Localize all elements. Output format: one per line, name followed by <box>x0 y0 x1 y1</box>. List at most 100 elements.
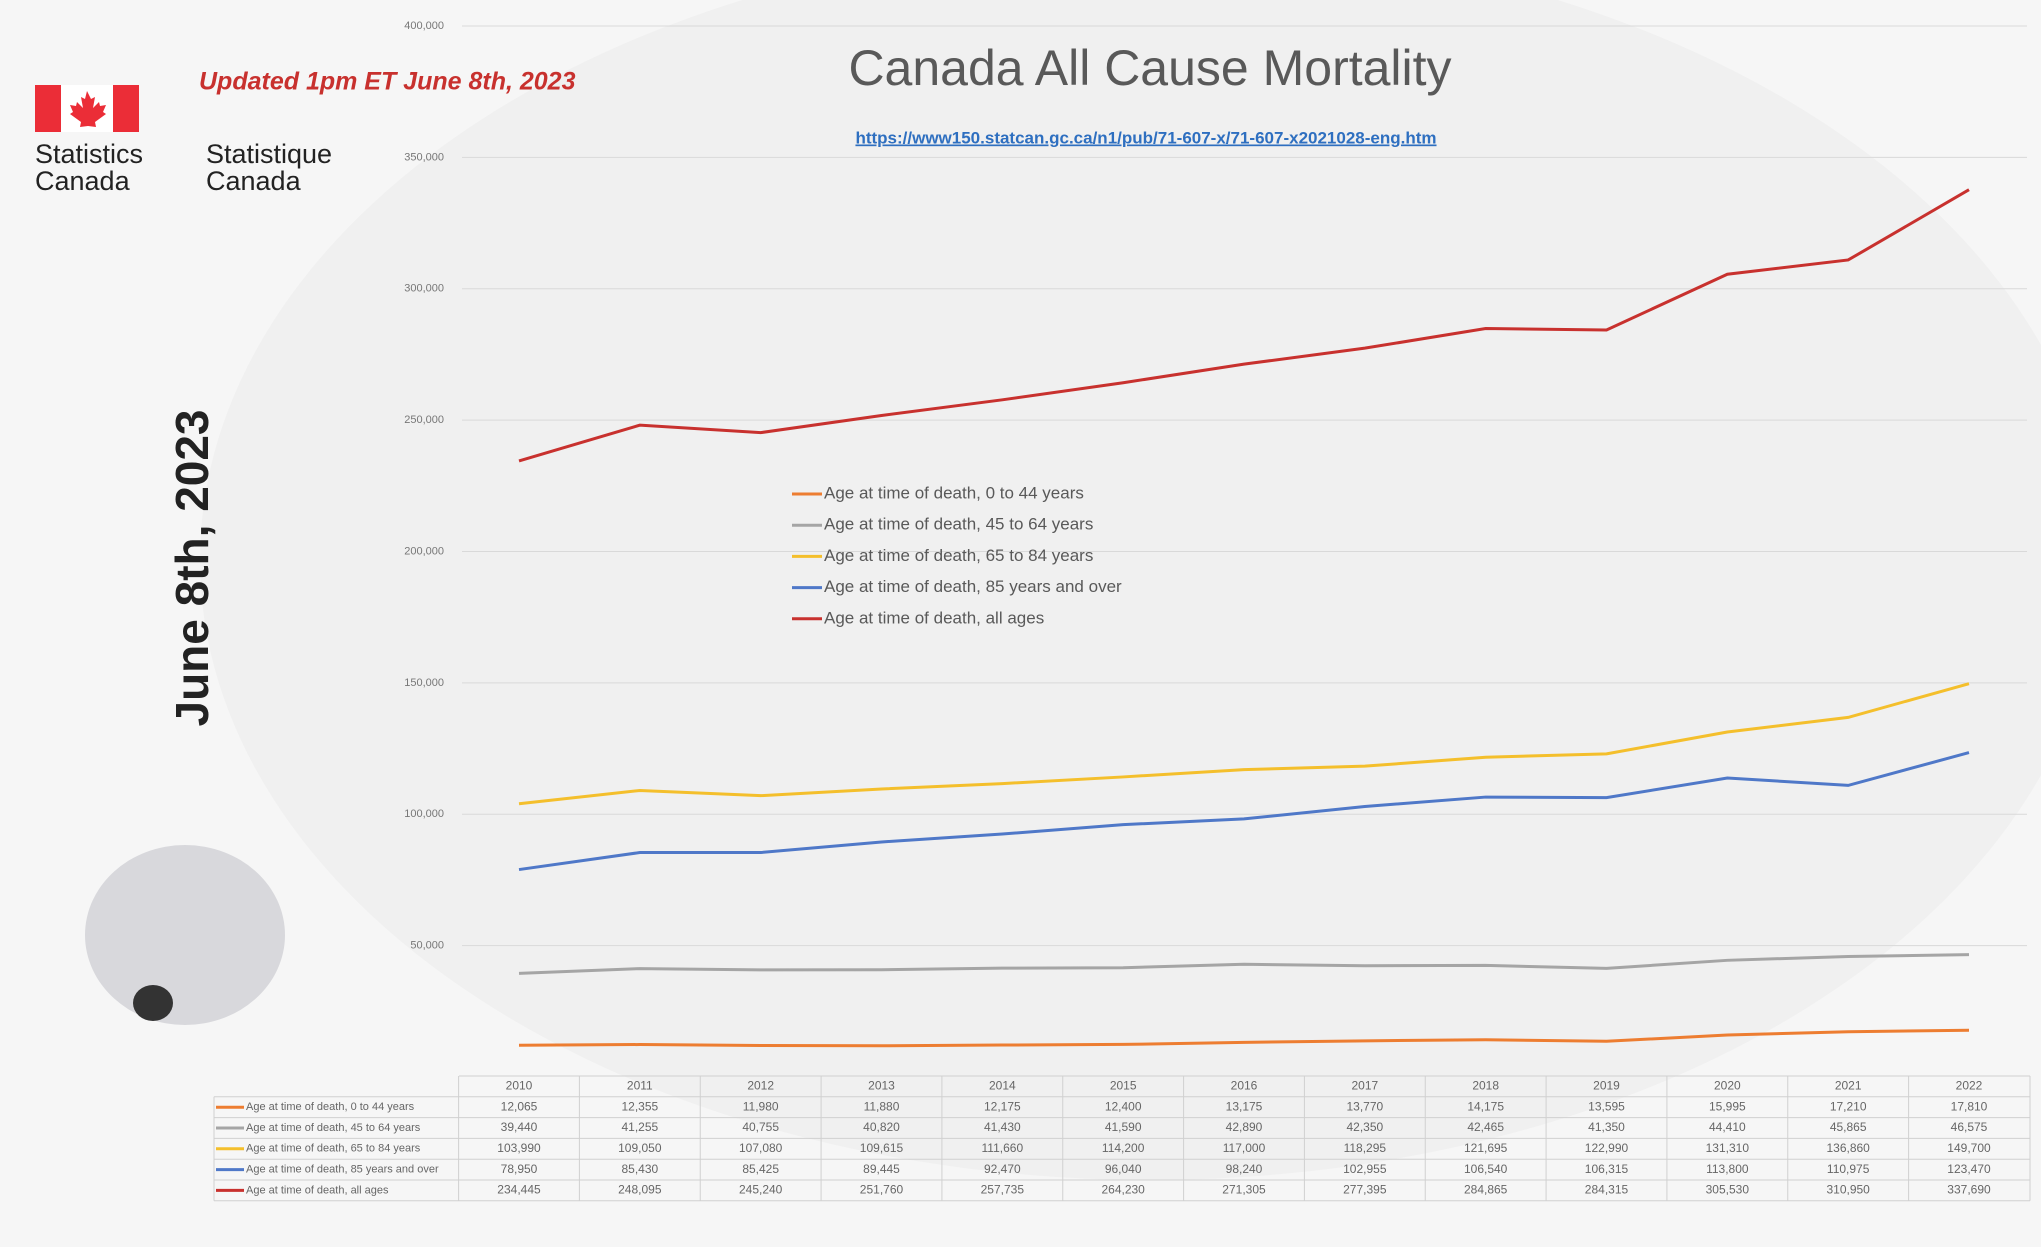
table-cell: 117,000 <box>1223 1141 1266 1155</box>
table-cell: 103,990 <box>497 1141 541 1155</box>
logo-text: Statistics <box>35 139 143 169</box>
table-cell: 11,880 <box>864 1099 900 1113</box>
logo-text: Canada <box>206 166 302 196</box>
table-cell: 39,440 <box>501 1120 538 1134</box>
table-cell: 271,305 <box>1222 1183 1266 1197</box>
table-cell: 107,080 <box>739 1141 783 1155</box>
table-cell: 96,040 <box>1105 1162 1142 1176</box>
update-note: Updated 1pm ET June 8th, 2023 <box>199 68 576 96</box>
table-cell: 277,395 <box>1343 1183 1387 1197</box>
table-cell: 85,430 <box>621 1162 658 1176</box>
legend-label: Age at time of death, 65 to 84 years <box>824 546 1093 565</box>
table-header: 2020 <box>1714 1079 1741 1093</box>
y-tick-label: 200,000 <box>404 545 444 557</box>
table-row-label: Age at time of death, 65 to 84 years <box>246 1143 421 1155</box>
table-cell: 46,575 <box>1951 1120 1988 1134</box>
table-cell: 111,660 <box>982 1141 1024 1155</box>
source-link[interactable]: https://www150.statcan.gc.ca/n1/pub/71-6… <box>855 128 1436 147</box>
table-cell: 118,295 <box>1344 1141 1387 1155</box>
table-cell: 310,950 <box>1826 1183 1870 1197</box>
table-cell: 305,530 <box>1706 1183 1750 1197</box>
legend-label: Age at time of death, 85 years and over <box>824 577 1122 596</box>
legend-label: Age at time of death, all ages <box>824 608 1044 627</box>
table-cell: 85,425 <box>742 1162 779 1176</box>
table-cell: 234,445 <box>497 1183 541 1197</box>
table-cell: 121,695 <box>1464 1141 1508 1155</box>
table-row-label: Age at time of death, 45 to 64 years <box>246 1122 421 1134</box>
table-cell: 41,255 <box>621 1120 658 1134</box>
table-header: 2019 <box>1593 1079 1620 1093</box>
table-cell: 123,470 <box>1947 1162 1991 1176</box>
y-tick-label: 250,000 <box>404 414 444 426</box>
table-header: 2010 <box>506 1079 533 1093</box>
table-cell: 14,175 <box>1467 1099 1504 1113</box>
table-row-label: Age at time of death, 85 years and over <box>246 1164 439 1176</box>
table-cell: 12,355 <box>621 1099 658 1113</box>
table-cell: 122,990 <box>1585 1141 1629 1155</box>
table-cell: 106,315 <box>1585 1162 1629 1176</box>
table-header: 2012 <box>747 1079 774 1093</box>
table-cell: 149,700 <box>1947 1141 1991 1155</box>
table-header: 2014 <box>989 1079 1016 1093</box>
y-tick-label: 150,000 <box>404 677 444 689</box>
table-cell: 113,800 <box>1706 1162 1749 1176</box>
table-cell: 110,975 <box>1827 1162 1870 1176</box>
table-cell: 41,430 <box>984 1120 1021 1134</box>
table-cell: 41,590 <box>1105 1120 1142 1134</box>
table-cell: 114,200 <box>1102 1141 1145 1155</box>
table-cell: 12,065 <box>501 1099 538 1113</box>
logo-text: Canada <box>35 166 131 196</box>
table-header: 2016 <box>1231 1079 1258 1093</box>
table-cell: 284,315 <box>1585 1183 1629 1197</box>
table-row-label: Age at time of death, 0 to 44 years <box>246 1101 415 1113</box>
table-cell: 40,820 <box>863 1120 900 1134</box>
table-cell: 284,865 <box>1464 1183 1508 1197</box>
legend-label: Age at time of death, 45 to 64 years <box>824 515 1093 534</box>
table-cell: 337,690 <box>1947 1183 1991 1197</box>
logo-text: Statistique <box>206 139 332 169</box>
table-cell: 17,210 <box>1830 1099 1867 1113</box>
table-header: 2022 <box>1956 1079 1983 1093</box>
table-cell: 13,595 <box>1588 1099 1625 1113</box>
table-cell: 42,465 <box>1467 1120 1504 1134</box>
page: Statistics Canada Statistique Canada Upd… <box>0 0 2041 1247</box>
table-cell: 40,755 <box>742 1120 779 1134</box>
table-cell: 98,240 <box>1226 1162 1263 1176</box>
table-cell: 264,230 <box>1101 1183 1145 1197</box>
y-tick-label: 50,000 <box>410 940 444 952</box>
table-cell: 15,995 <box>1709 1099 1746 1113</box>
wolf-sketch <box>85 845 285 1025</box>
y-tick-label: 350,000 <box>404 151 444 163</box>
legend-label: Age at time of death, 0 to 44 years <box>824 483 1084 502</box>
date-label: June 8th, 2023 <box>166 409 218 726</box>
chart-title: Canada All Cause Mortality <box>848 40 1451 96</box>
table-cell: 45,865 <box>1830 1120 1867 1134</box>
chart: Statistics Canada Statistique Canada Upd… <box>0 0 2041 1247</box>
table-cell: 102,955 <box>1343 1162 1387 1176</box>
table-cell: 248,095 <box>618 1183 662 1197</box>
canada-flag <box>35 85 139 132</box>
table-cell: 251,760 <box>860 1183 904 1197</box>
table-cell: 17,810 <box>1951 1099 1988 1113</box>
table-cell: 11,980 <box>743 1099 779 1113</box>
table-cell: 92,470 <box>984 1162 1021 1176</box>
table-row-label: Age at time of death, all ages <box>246 1184 389 1196</box>
table-cell: 106,540 <box>1464 1162 1508 1176</box>
table-header: 2011 <box>627 1079 653 1093</box>
table-cell: 12,175 <box>984 1099 1021 1113</box>
y-tick-label: 400,000 <box>404 20 444 32</box>
table-cell: 136,860 <box>1826 1141 1870 1155</box>
table-cell: 78,950 <box>501 1162 538 1176</box>
table-cell: 13,770 <box>1346 1099 1383 1113</box>
table-cell: 257,735 <box>981 1183 1025 1197</box>
table-cell: 131,310 <box>1706 1141 1750 1155</box>
table-cell: 42,350 <box>1346 1120 1383 1134</box>
table-cell: 42,890 <box>1226 1120 1263 1134</box>
table-header: 2017 <box>1351 1079 1378 1093</box>
table-cell: 41,350 <box>1588 1120 1625 1134</box>
y-tick-label: 100,000 <box>404 808 444 820</box>
table-header: 2015 <box>1110 1079 1137 1093</box>
table-cell: 245,240 <box>739 1183 783 1197</box>
table-cell: 12,400 <box>1105 1099 1142 1113</box>
table-cell: 89,445 <box>863 1162 900 1176</box>
